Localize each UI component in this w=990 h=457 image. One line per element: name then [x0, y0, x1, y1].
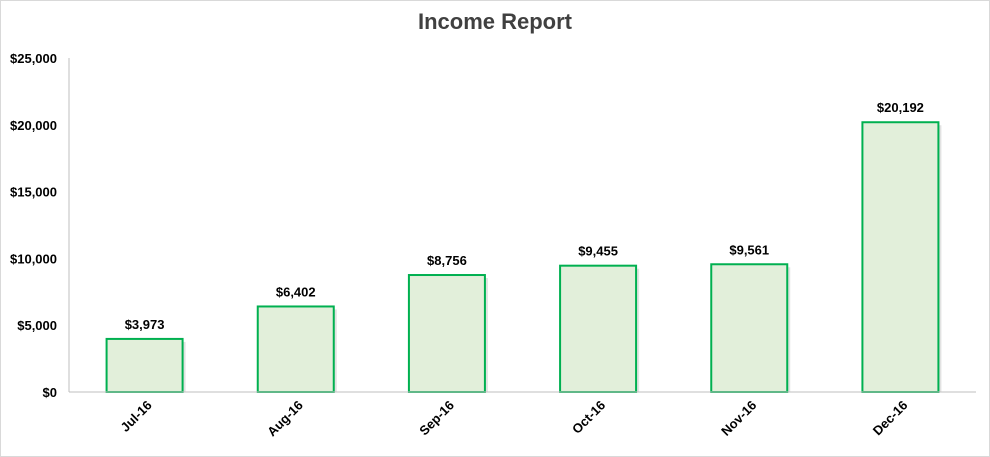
y-axis: $0 $5,000 $10,000 $15,000 $20,000 $25,000	[10, 51, 70, 400]
bar	[861, 121, 940, 393]
data-label: $9,561	[729, 242, 769, 257]
x-tick-label: Dec-16	[870, 398, 911, 439]
x-tick-label: Nov-16	[718, 398, 759, 439]
data-label: $9,455	[578, 244, 618, 259]
y-tick-label: $15,000	[10, 185, 57, 200]
bar	[710, 263, 789, 394]
bar	[559, 264, 638, 394]
data-label: $6,402	[276, 284, 316, 299]
x-tick-label: Aug-16	[264, 398, 306, 440]
bar	[407, 274, 486, 393]
y-tick-label: $0	[43, 385, 57, 400]
y-tick-label: $20,000	[10, 118, 57, 133]
bar	[105, 337, 184, 393]
x-tick-label: Oct-16	[569, 398, 608, 437]
y-tick-label: $10,000	[10, 251, 57, 266]
x-axis: Jul-16 Aug-16 Sep-16 Oct-16 Nov-16 Dec-16	[69, 391, 976, 440]
chart-title: Income Report	[417, 9, 573, 34]
data-label: $8,756	[427, 253, 467, 268]
data-label: $3,973	[125, 317, 165, 332]
data-label: $20,192	[877, 100, 924, 115]
x-tick-label: Sep-16	[416, 398, 457, 439]
x-tick-label: Jul-16	[118, 398, 155, 435]
y-tick-label: $5,000	[17, 318, 57, 333]
y-tick-label: $25,000	[10, 51, 57, 66]
bar	[256, 305, 335, 393]
bars: $3,973 $6,402 $8,756 $9,455 $9,561 $20,192	[105, 100, 942, 394]
